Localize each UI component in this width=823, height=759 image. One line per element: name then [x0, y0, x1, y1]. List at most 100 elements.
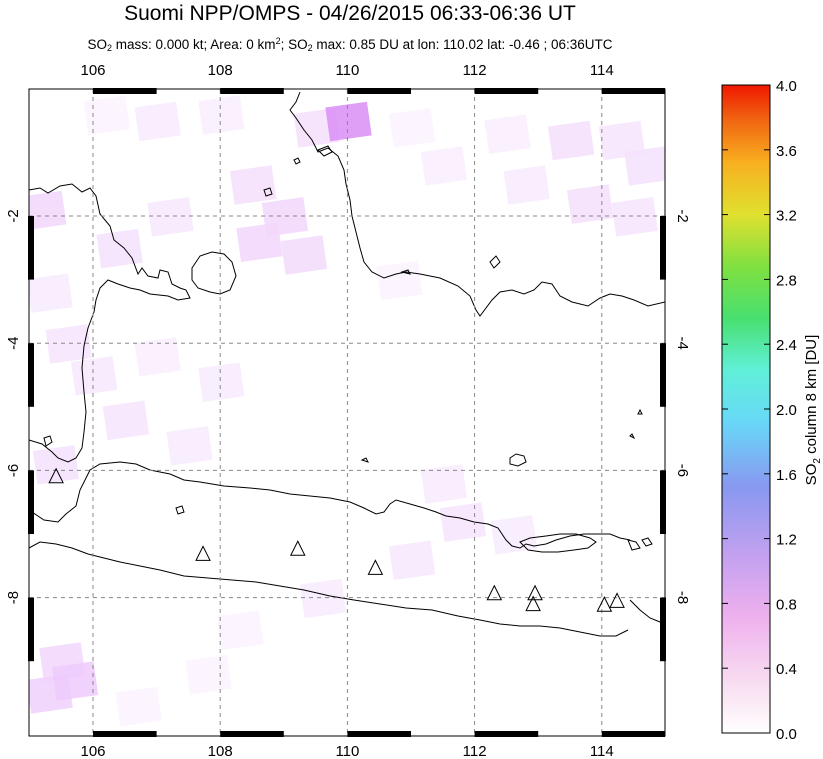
- frame-bar: [220, 731, 284, 737]
- so2-cell: [503, 165, 550, 205]
- colorbar-tick-label: 4.0: [776, 78, 797, 95]
- so2-cell: [299, 578, 347, 619]
- colorbar-ticks: 0.0 0.4 0.8 1.2 1.6 2.0 2.4 2.8 3.2 3.6 4.0: [722, 78, 797, 743]
- y-tick-label-right: -2: [674, 209, 691, 222]
- y-tick-label-right: -8: [674, 591, 691, 604]
- volcano-triangle-icon: [525, 595, 541, 612]
- y-tick-label-left: -8: [5, 591, 22, 604]
- so2-cell: [166, 426, 213, 466]
- volcano-triangle-icon: [289, 540, 306, 556]
- colorbar-tick-label: 2.0: [776, 402, 797, 419]
- frame-bar: [28, 470, 34, 534]
- x-tick-label-top: 112: [463, 62, 487, 79]
- so2-cell: [147, 197, 194, 237]
- map-frame: [28, 88, 666, 737]
- frame-bar: [93, 731, 157, 737]
- bawean-island-coastline: [509, 453, 527, 467]
- borneo-coastline: [289, 91, 665, 317]
- subtitle-km2-superscript: 2: [275, 36, 281, 46]
- colorbar-tick-label: 2.8: [776, 272, 797, 289]
- colorbar-tick-label: 3.2: [776, 208, 797, 225]
- frame-bar: [28, 343, 34, 407]
- so2-cell: [484, 114, 531, 154]
- subtitle-so2-max-subscript: 2: [307, 43, 313, 53]
- so2-cell: [198, 362, 245, 402]
- so2-cell: [70, 356, 118, 396]
- so2-cell: [325, 101, 372, 142]
- so2-cell: [83, 95, 131, 135]
- so2-cell: [102, 400, 150, 441]
- colorbar-tick-label: 3.6: [776, 143, 797, 160]
- colorbar-tick-label: 2.4: [776, 337, 797, 354]
- so2-cell: [439, 502, 487, 542]
- so2-cell: [388, 108, 436, 148]
- x-tick-label-bottom: 106: [80, 743, 105, 759]
- so2-cell: [229, 165, 277, 205]
- frame-bar: [220, 88, 284, 94]
- map-frame-bars: [28, 88, 666, 737]
- y-tick-label-right: -4: [674, 337, 691, 350]
- frame-bar: [28, 216, 34, 280]
- x-tick-label-bottom: 112: [463, 743, 487, 759]
- so2-cell: [32, 445, 80, 485]
- grid-layer: [29, 89, 665, 736]
- so2-cell: [45, 324, 92, 364]
- java-north-coastline: [29, 461, 631, 549]
- so2-cell: [420, 464, 468, 504]
- volcano-triangle-icon: [367, 559, 384, 575]
- x-tick-label-bottom: 114: [590, 743, 614, 759]
- x-tick-label-top: 108: [208, 62, 233, 79]
- so2-cell: [624, 146, 665, 186]
- so2-cell: [185, 655, 232, 695]
- volcano-triangle-icon: [486, 584, 503, 601]
- colorbar-title-so2: SO: [803, 464, 820, 486]
- so2-cell: [388, 540, 436, 581]
- frame-bar: [660, 343, 666, 407]
- so2-cell: [96, 228, 143, 269]
- axis-tick-labels: 106 106 108 108 110 110 112 112 114 114 -2 -2 -4 -4 -6…: [5, 62, 691, 759]
- volcano-triangle-icon: [48, 467, 64, 484]
- so2-cell: [376, 260, 423, 301]
- so2-cell: [217, 610, 264, 651]
- volcano-markers: [48, 467, 625, 612]
- bangka-island-coastline: [191, 251, 237, 295]
- colorbar-tick-label: 1.6: [776, 467, 797, 484]
- so2-cell: [198, 95, 245, 135]
- frame-bar: [601, 88, 665, 94]
- colorbar-title-rest: column 8 km [DU]: [803, 335, 820, 458]
- x-tick-label-top: 106: [80, 62, 105, 79]
- x-tick-label-bottom: 108: [208, 743, 233, 759]
- madura-island-coastline: [519, 533, 597, 553]
- x-tick-label-top: 110: [335, 62, 359, 79]
- so2-cell: [51, 661, 99, 701]
- colorbar-tick-label: 0.0: [776, 726, 797, 743]
- java-south-coastline: [29, 541, 629, 637]
- volcano-triangle-icon: [609, 592, 625, 608]
- so2-cell: [420, 146, 468, 186]
- sumatra-coastline: [29, 183, 191, 463]
- colorbar: [721, 84, 771, 734]
- colorbar-tick-label: 0.8: [776, 596, 797, 613]
- subtitle-so2: SO: [87, 37, 107, 52]
- small-islands-coastline: [43, 145, 653, 551]
- frame-bar: [93, 88, 157, 94]
- so2-cell: [134, 101, 181, 142]
- frame-bar: [347, 731, 411, 737]
- so2-cell: [134, 337, 181, 377]
- map-subtitle: SO2 mass: 0.000 kt; Area: 0 km2; SO2 max…: [0, 36, 700, 53]
- frame-bar: [660, 216, 666, 280]
- y-tick-label-left: -2: [5, 209, 22, 222]
- so2-cell: [567, 184, 614, 224]
- colorbar-title-subscript: 2: [812, 458, 823, 464]
- subtitle-mass-area: mass: 0.000 kt; Area: 0 km: [111, 37, 276, 52]
- y-tick-label-left: -4: [5, 337, 22, 350]
- colorbar-tick-label: 1.2: [776, 532, 797, 549]
- so2-cell: [280, 235, 328, 275]
- map-title: Suomi NPP/OMPS - 04/26/2015 06:33-06:36 …: [124, 2, 576, 25]
- subtitle-max-location: max: 0.85 DU at lon: 110.02 lat: -0.46 ;…: [312, 37, 613, 52]
- frame-bar: [474, 731, 539, 737]
- colorbar-title: SO2 column 8 km [DU]: [803, 335, 823, 486]
- frame-bar: [474, 88, 539, 94]
- so2-cell: [547, 120, 595, 161]
